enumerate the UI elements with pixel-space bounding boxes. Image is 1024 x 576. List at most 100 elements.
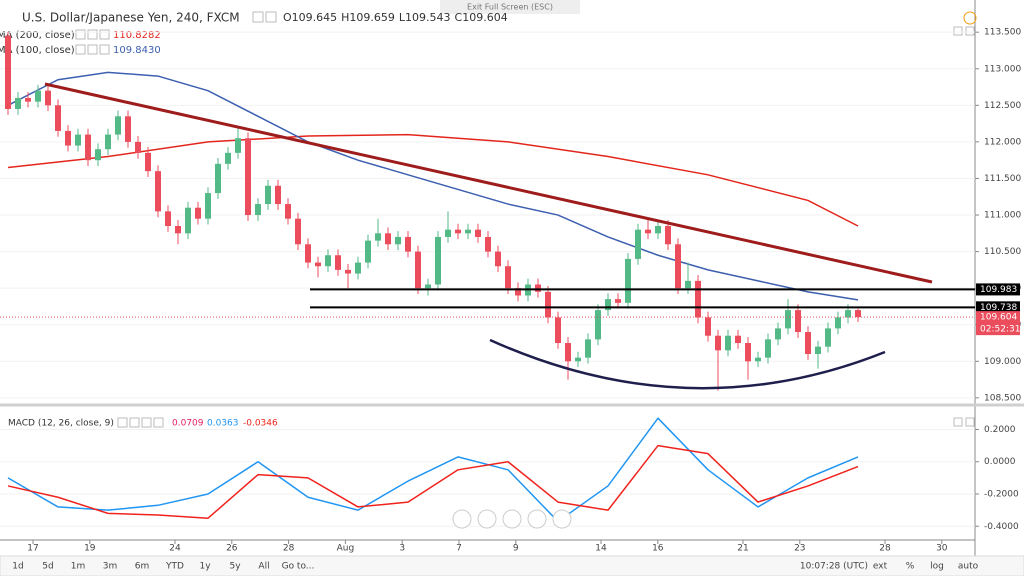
candle-body [55,105,61,131]
candle-body [185,207,191,234]
ma-icons[interactable] [75,29,110,55]
x-tick-label: 21 [737,544,748,554]
last-price-label: 109.604 [980,313,1017,323]
x-tick-label: Aug [337,544,355,554]
candle-body [795,310,801,333]
corner-icons[interactable] [953,26,975,427]
candle-body [155,171,161,212]
candle-body [405,236,411,252]
ma-line [7,71,859,301]
candle-body [585,339,591,358]
title-icons[interactable] [252,11,277,23]
candle-body [685,280,691,289]
range-button[interactable]: 3m [103,562,118,572]
candle-body [615,299,621,303]
candle-body [15,98,21,109]
alert-icon[interactable] [963,11,977,25]
ma200-value: 110.8282 [113,30,161,41]
candle-body [25,98,31,102]
candle-body [625,258,631,303]
candle-body [765,339,771,358]
macd-value: -0.0346 [243,419,278,429]
candle-body [355,262,361,274]
x-tick-label: 28 [879,544,891,554]
candle-body [575,357,581,362]
exit-hint[interactable]: Exit Full Screen (ESC) [467,3,553,12]
candle-body [475,229,481,237]
option-button[interactable]: log [930,562,944,572]
option-button[interactable]: % [906,562,915,572]
range-button[interactable]: 1d [12,562,23,572]
zoom-controls[interactable] [452,509,572,529]
candle-body [65,130,71,146]
candle-body [205,193,211,219]
level-tag [976,301,1020,314]
candle-body [735,335,741,344]
ma-line [7,133,859,227]
candle-body [695,280,701,318]
candle-body [295,218,301,245]
range-button[interactable]: 6m [135,562,150,572]
range-button[interactable]: All [258,562,269,572]
candle-body [635,229,641,259]
candle-body [255,204,261,216]
x-tick-label: 26 [226,544,238,554]
candle-body [245,138,251,216]
x-tick-label: 7 [456,544,462,554]
ma200-label: MA (200, close) [0,30,75,41]
candle-body [835,317,841,329]
countdown: 02:52:31 [980,325,1020,335]
range-button[interactable]: Go to... [282,562,315,572]
candle-body [305,244,311,263]
candle-body [265,185,271,205]
x-tick-label: 16 [652,544,664,554]
candle-body [45,90,51,106]
y-tick-label: 0.0000 [984,457,1016,467]
candle-body [565,343,571,362]
candle-body [5,35,11,109]
range-button[interactable]: 1y [199,562,211,572]
macd-icons[interactable] [117,417,164,428]
candle-body [325,255,331,267]
x-tick-label: 17 [27,544,38,554]
candle-body [135,141,141,153]
range-button[interactable]: 5d [42,562,53,572]
candle-body [335,255,341,270]
y-tick-label: 0.2000 [984,425,1016,435]
x-tick-label: 19 [84,544,96,554]
candle-body [605,299,611,311]
candle-body [75,134,81,146]
range-button[interactable]: YTD [165,562,184,572]
candle-body [745,343,751,362]
candle-body [645,229,651,234]
candle-body [275,185,281,205]
candle-body [235,138,241,153]
ma100-value: 109.8430 [113,45,161,56]
downtrend-line[interactable] [44,82,933,284]
candle-body [815,346,821,354]
candle-body [705,317,711,336]
range-button[interactable]: 1m [71,562,86,572]
candle-body [465,229,471,234]
y-tick-label: 111.500 [984,174,1021,184]
exit-hint-box[interactable] [440,0,580,14]
ohlc-close: C109.604 [455,11,508,24]
x-tick-label: 3 [399,544,405,554]
candle-body [225,152,231,164]
x-tick-label: 24 [169,544,181,554]
ohlc: O109.645 H109.659 L109.543 C109.604 [283,11,508,24]
y-tick-label: 110.500 [984,247,1021,257]
candle-body [395,236,401,245]
option-button[interactable]: ext [873,562,888,572]
range-button[interactable]: 5y [229,562,241,572]
rounding-bottom-arc[interactable] [489,338,886,390]
candle-body [445,229,451,237]
macd-line [7,417,859,523]
candle-body [825,328,831,347]
option-button[interactable]: auto [958,562,979,572]
candle-body [165,211,171,227]
candle-body [125,116,131,142]
candle-body [435,236,441,285]
candle-body [855,310,861,318]
candle-body [425,284,431,289]
